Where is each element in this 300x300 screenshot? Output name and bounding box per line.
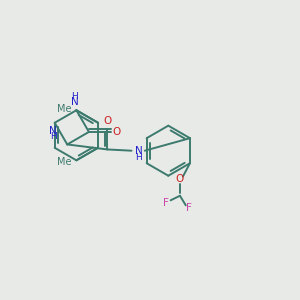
Text: F: F [163,198,169,208]
Text: F: F [186,203,192,213]
Text: N: N [135,146,143,156]
Text: O: O [112,127,121,137]
Text: O: O [176,174,184,184]
Text: N: N [71,97,79,107]
Text: Me: Me [57,157,71,167]
Text: O: O [103,116,111,127]
Text: H: H [136,153,142,162]
Text: H: H [71,92,78,100]
Text: H: H [50,132,57,141]
Text: Me: Me [57,104,71,114]
Text: N: N [50,126,57,136]
